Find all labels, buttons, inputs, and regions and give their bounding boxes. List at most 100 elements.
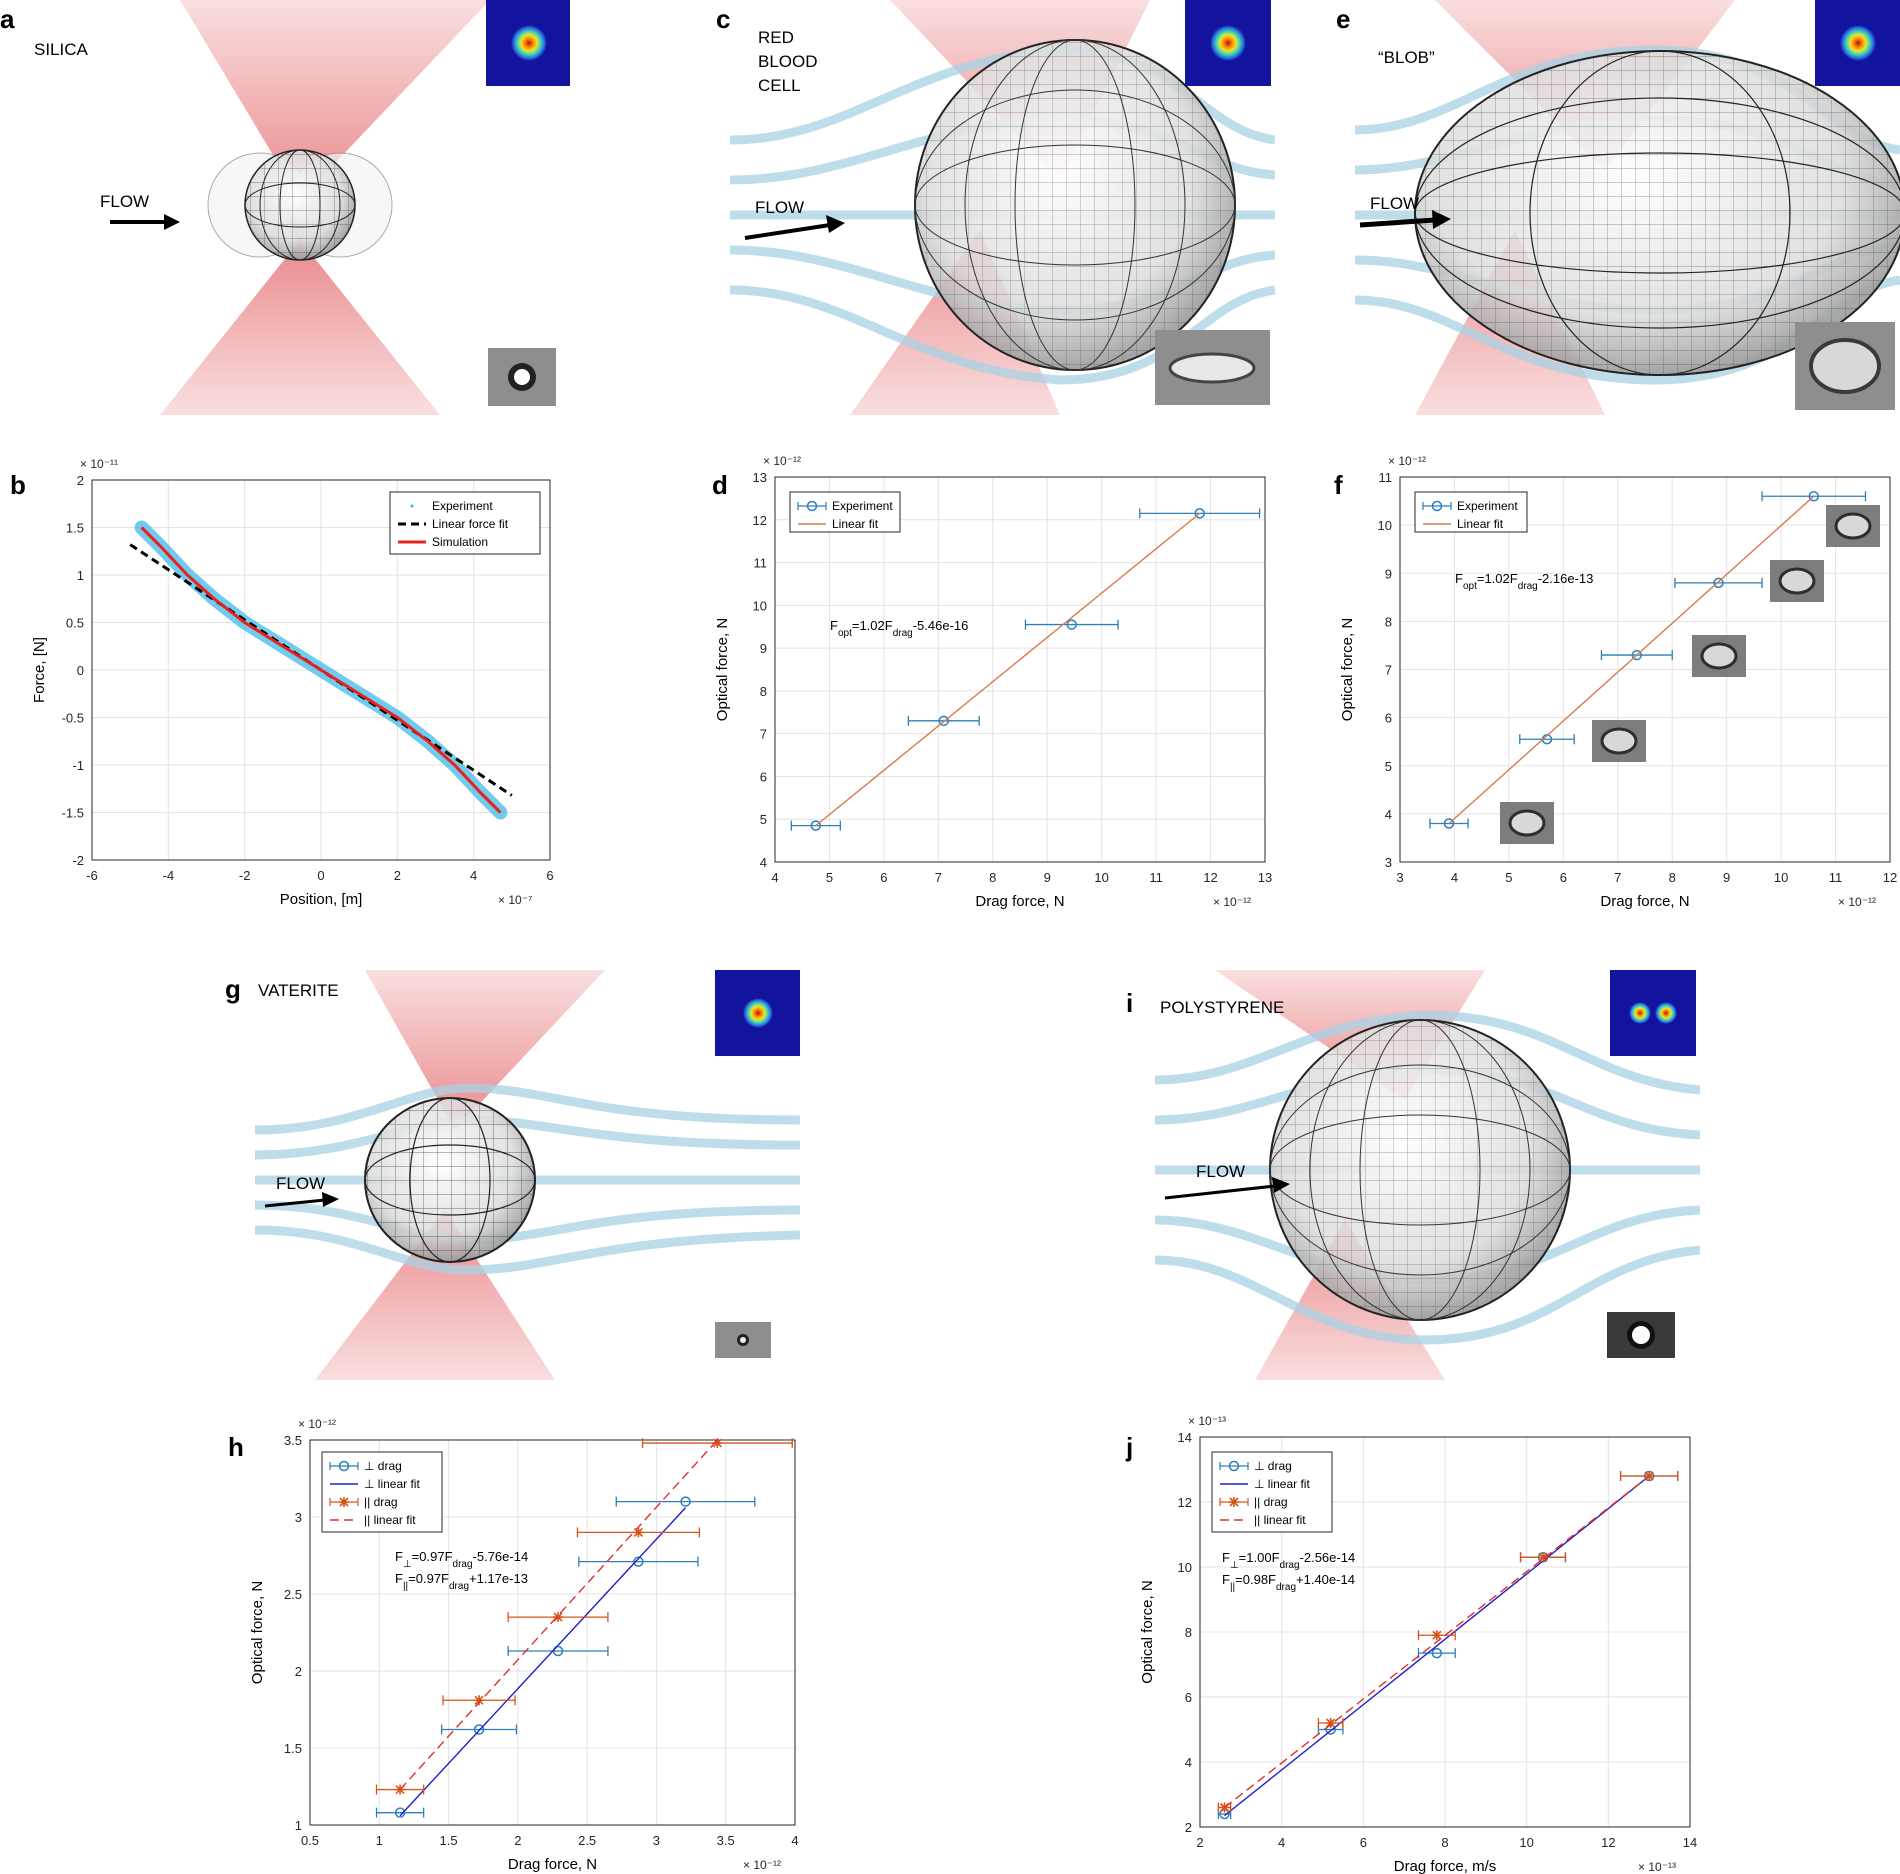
error-bar (375, 1807, 425, 1818)
blob-shape (1414, 50, 1900, 376)
error-bar (578, 1556, 699, 1567)
y-tick-label: 1.5 (66, 521, 84, 536)
flow-arrow-icon (264, 1192, 339, 1208)
x-tick-label: 2 (394, 868, 401, 883)
y-tick-label: 5 (1385, 759, 1392, 774)
y-tick-label: 0.5 (66, 616, 84, 631)
x-tick-label: 2 (1196, 1835, 1203, 1850)
panel-i-particle: POLYSTYRENE (1160, 998, 1285, 1017)
y-tick-label: 10 (1378, 518, 1392, 533)
panel-g-flow-label: FLOW (276, 1174, 326, 1193)
y-exponent-label: × 10⁻¹² (763, 454, 801, 468)
thumbnail-cell (1834, 512, 1872, 540)
y-tick-label: 2.5 (284, 1587, 302, 1602)
x-exponent-label: × 10⁻⁷ (498, 893, 532, 907)
data-point (712, 1438, 723, 1449)
x-tick-label: 8 (989, 870, 996, 885)
panel-a-particle: SILICA (34, 40, 88, 59)
y-axis-label: Optical force, N (1139, 1580, 1156, 1683)
legend-entry: || drag (364, 1495, 398, 1509)
y-tick-label: 14 (1178, 1430, 1192, 1445)
x-tick-label: 10 (1094, 870, 1108, 885)
y-tick-label: 10 (753, 598, 767, 613)
legend-marker (1431, 500, 1443, 512)
panel-g-label: g (225, 974, 241, 1004)
blob-thumbnail (1826, 505, 1880, 547)
thumbnail-cell (1778, 567, 1816, 595)
beam-profile-inset (1185, 0, 1271, 86)
x-tick-label: 6 (880, 870, 887, 885)
fit-equation: Fopt=1.02Fdrag-2.16e-13 (1455, 571, 1593, 592)
legend-swatch (1422, 502, 1452, 510)
x-tick-label: 1 (376, 1833, 383, 1848)
flow-arrow-icon (1359, 210, 1451, 229)
error-bar (1761, 491, 1867, 502)
x-tick-label: 14 (1683, 1835, 1697, 1850)
panel-c-illustration (730, 0, 1275, 415)
legend-swatch (797, 502, 827, 510)
legend-marker (339, 1497, 349, 1507)
chart-b: b -6 -4 -2 0 2 4 6 -2 -1.5 -1 -0.5 0 0.5 1 1.5 2 Position… (10, 457, 554, 908)
chart-f: f 3 4 5 6 7 8 9 10 11 12 3 4 5 6 7 8 9 10 11 Drag force, N Op… (1334, 454, 1897, 910)
y-tick-label: 6 (1185, 1690, 1192, 1705)
x-axis-label: Drag force, m/s (1394, 1858, 1497, 1874)
data-point (810, 820, 822, 831)
panel-a-flow-label: FLOW (100, 192, 150, 211)
panel-c-flow-label: FLOW (755, 198, 805, 217)
blob-thumbnail (1592, 720, 1646, 762)
microscope-inset (1155, 330, 1270, 405)
blob-thumbnail (1770, 560, 1824, 602)
x-tick-label: -4 (163, 868, 175, 883)
y-tick-label: 12 (1178, 1495, 1192, 1510)
vaterite-sphere (364, 1097, 536, 1263)
y-tick-label: 0 (77, 663, 84, 678)
x-tick-label: 9 (1723, 870, 1730, 885)
y-tick-label: 1 (295, 1818, 302, 1833)
x-tick-label: 4 (791, 1833, 798, 1848)
x-tick-label: 0 (317, 868, 324, 883)
x-tick-label: 9 (1044, 870, 1051, 885)
error-bar (615, 1496, 756, 1507)
x-tick-label: 0.5 (301, 1833, 319, 1848)
beam-profile-inset (1610, 970, 1696, 1056)
microscope-inset (715, 1322, 771, 1358)
y-tick-label: 2 (1185, 1820, 1192, 1835)
x-exponent-label: × 10⁻¹² (1838, 895, 1876, 909)
data-point (1808, 491, 1820, 502)
y-exponent-label: × 10⁻¹² (298, 1417, 336, 1431)
series-line (140, 526, 502, 814)
series-line (1224, 1475, 1650, 1817)
legend-marker (1228, 1460, 1240, 1472)
x-tick-label: 4 (470, 868, 477, 883)
x-tick-label: 8 (1441, 1835, 1448, 1850)
y-tick-label: 9 (760, 641, 767, 656)
fit-equation: F⊥=0.97Fdrag-5.76e-14 (395, 1549, 528, 1570)
panel-j-label: j (1125, 1432, 1133, 1462)
plot-frame (91, 479, 551, 861)
microscope-inset (1607, 1312, 1675, 1358)
y-axis-label: Optical force, N (714, 618, 731, 721)
y-tick-label: 8 (1185, 1625, 1192, 1640)
x-tick-label: 5 (826, 870, 833, 885)
data-point (473, 1724, 485, 1735)
y-tick-label: 4 (1385, 807, 1392, 822)
panel-e-illustration (1355, 0, 1900, 415)
y-tick-label: 7 (760, 727, 767, 742)
microscope-inset (488, 348, 556, 406)
y-tick-label: -0.5 (62, 711, 84, 726)
data-point (474, 1695, 485, 1706)
series-line (399, 1507, 687, 1817)
legend-entry: || linear fit (364, 1513, 416, 1527)
plot-frame (1399, 476, 1891, 863)
y-tick-label: 2 (77, 473, 84, 488)
x-exponent-label: × 10⁻¹² (1213, 895, 1251, 909)
y-tick-label: 3 (1385, 855, 1392, 870)
legend-entry: Experiment (1457, 499, 1518, 513)
legend-entry: ⊥ linear fit (364, 1477, 420, 1491)
legend-entry: ⊥ drag (364, 1459, 402, 1473)
y-tick-label: 4 (760, 855, 767, 870)
panel-d-label: d (712, 470, 728, 500)
data-point (1066, 619, 1077, 630)
legend-entry: Linear fit (832, 517, 879, 531)
